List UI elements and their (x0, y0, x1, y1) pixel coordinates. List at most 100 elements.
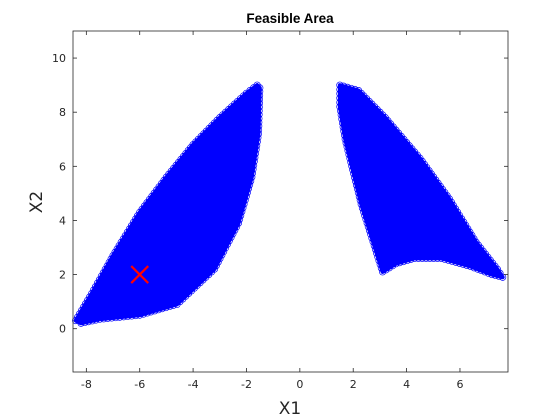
region-2-marker (411, 254, 419, 262)
region-1-marker (189, 141, 197, 149)
region-1-marker (166, 302, 174, 311)
region-2-marker (403, 256, 411, 265)
region-1-marker (158, 305, 166, 313)
region-1-marker (99, 269, 107, 277)
region-1-marker (214, 258, 222, 266)
region-1-marker (139, 310, 148, 318)
region-2-marker (365, 97, 373, 105)
region-1-marker (216, 254, 224, 263)
x-axis-label: X1 (279, 399, 301, 419)
region-2-marker (463, 261, 471, 269)
region-2-marker (352, 177, 360, 185)
region-1-marker (227, 233, 235, 241)
region-1-marker (103, 262, 111, 270)
chart-title: Feasible Area (246, 11, 334, 26)
region-1-marker (88, 317, 96, 325)
region-2-marker (441, 255, 449, 263)
region-1-marker (233, 223, 241, 231)
region-1-marker (253, 81, 261, 89)
region-2-marker (467, 262, 475, 271)
region-1-marker (249, 165, 257, 173)
region-1-marker (132, 312, 140, 320)
region-2-marker (459, 260, 467, 268)
region-2-marker (336, 107, 345, 115)
region-2-marker (357, 89, 365, 97)
marked-points (130, 265, 149, 284)
region-2-marker (357, 200, 365, 208)
region-1-marker (242, 89, 251, 97)
region-1-marker (244, 185, 253, 193)
region-2-marker (368, 100, 376, 108)
region-2-marker (363, 219, 371, 227)
region-2-marker (496, 269, 504, 277)
region-2-marker (336, 81, 344, 89)
region-1-marker (81, 318, 89, 327)
region-1-marker (241, 196, 249, 204)
region-2-marker (347, 84, 355, 92)
region-1-marker (255, 111, 263, 119)
region-2-marker (351, 85, 359, 94)
x-tick-label: 0 (296, 378, 303, 391)
region-1-marker (93, 279, 102, 287)
region-1-marker (105, 258, 113, 267)
region-2-marker (484, 269, 492, 277)
region-1-marker (256, 84, 264, 92)
region-1-marker (82, 300, 90, 308)
region-1-marker (251, 149, 259, 158)
region-2-marker (342, 139, 350, 147)
region-1-marker (255, 95, 264, 103)
axes-box (72, 30, 509, 373)
y-tick-label: 10 (52, 52, 66, 65)
region-1-marker (112, 314, 120, 322)
x-tick-label: 6 (456, 378, 463, 391)
region-1-marker (194, 135, 202, 143)
region-1-marker (120, 313, 128, 321)
region-2-marker (481, 268, 489, 276)
region-2-marker (360, 208, 368, 216)
region-2-marker (414, 254, 422, 262)
region-1-marker (238, 208, 246, 216)
region-2-marker (337, 111, 345, 119)
region-2-marker (470, 264, 478, 272)
region-2-marker (336, 90, 344, 98)
y-tick-label: 0 (59, 323, 66, 336)
region-1-marker (237, 211, 245, 220)
region-2-marker (360, 92, 368, 100)
region-1-marker (255, 107, 263, 115)
region-1-marker (116, 313, 124, 321)
region-1-marker (76, 310, 84, 318)
marked-point-stroke (130, 265, 149, 284)
region-2-marker (376, 260, 384, 268)
region-2-marker (399, 258, 407, 266)
y-tick-label: 4 (59, 214, 66, 227)
region-1-marker (223, 240, 231, 248)
region-1-marker (136, 311, 144, 319)
region-1-marker (221, 244, 230, 252)
region-2-marker (338, 119, 347, 127)
region-1-marker (246, 181, 254, 189)
x-axis-ticks: -8 -6 -4 -2 0 2 4 6 (81, 31, 463, 391)
region-2-marker (353, 185, 362, 193)
region-1-marker (255, 118, 263, 126)
region-1-marker (218, 251, 226, 259)
region-2-marker (352, 181, 361, 189)
region-2-marker (377, 264, 385, 272)
region-1-marker (147, 308, 155, 316)
region-1-marker (92, 316, 100, 324)
region-1-marker (90, 286, 98, 294)
region-2-marker (343, 143, 351, 151)
region-2-marker (374, 253, 382, 261)
region-2-marker (355, 86, 363, 95)
region-2-marker (474, 265, 482, 273)
x-tick-label: -4 (188, 378, 199, 391)
region-1-marker (101, 265, 109, 273)
region-1-marker (253, 138, 261, 146)
region-1-marker (107, 255, 115, 263)
region-2-marker (341, 135, 349, 143)
region-2-marker (368, 234, 376, 242)
region-2-marker (336, 98, 344, 106)
region-1-marker (254, 130, 263, 138)
region-1-marker (202, 127, 210, 135)
region-2-marker (361, 211, 369, 220)
